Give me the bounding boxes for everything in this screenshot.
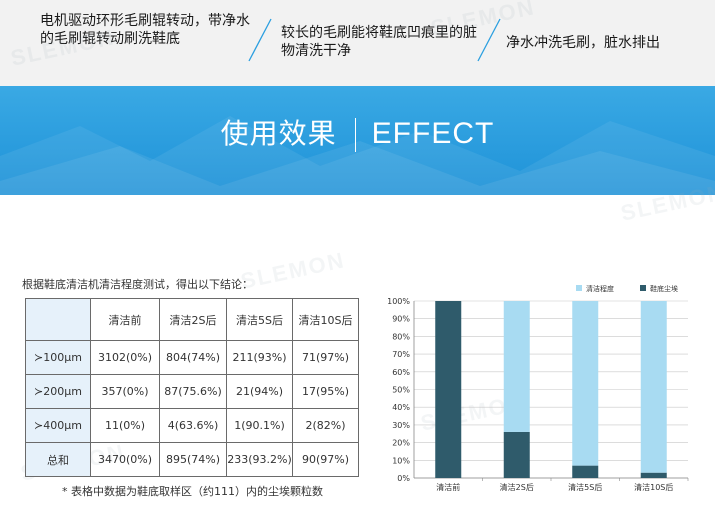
table-footnote: * 表格中数据为鞋底取样区（约111）内的尘埃颗粒数 — [62, 485, 323, 498]
table-corner-cell — [25, 298, 91, 341]
bar-segment — [640, 472, 667, 478]
table-row-label: 总和 — [25, 442, 91, 477]
legend-label: 鞋底尘埃 — [650, 284, 678, 293]
x-tick-label: 清洁2S后 — [500, 482, 534, 492]
x-tick-label: 清洁前 — [436, 482, 460, 492]
table-row-label: ≻400μm — [25, 408, 91, 443]
table-row: ≻100μm 3102(0%) 804(74%) 211(93%) 71(97%… — [25, 340, 359, 375]
feature-long-brush-text: 较长的毛刷能将鞋底凹痕里的脏物清洗干净 — [281, 25, 477, 59]
bar-segment — [503, 431, 530, 478]
table-header-cell: 清洁2S后 — [159, 298, 227, 341]
table-header-row: 清洁前 清洁2S后 清洁5S后 清洁10S后 — [25, 298, 359, 341]
y-tick-label: 0% — [397, 474, 410, 483]
legend-swatch — [640, 285, 646, 291]
x-tick-label: 清洁5S后 — [568, 482, 602, 492]
table-row-label: ≻100μm — [25, 340, 91, 375]
feature-rinse-text: 净水冲洗毛刷，脏水排出 — [506, 35, 660, 51]
table-header-cell: 清洁5S后 — [226, 298, 293, 341]
table-cell: 357(0%) — [90, 374, 160, 409]
table-cell: 4(63.6%) — [159, 408, 227, 443]
table-header-cell: 清洁前 — [90, 298, 160, 341]
y-tick-label: 10% — [392, 456, 410, 465]
intro-text: 根据鞋底清洁机清洁程度测试，得出以下结论： — [22, 278, 253, 291]
y-tick-label: 100% — [387, 297, 410, 306]
table-cell: 11(0%) — [90, 408, 160, 443]
table-cell: 1(90.1%) — [226, 408, 293, 443]
banner-title: 使用效果 EFFECT — [0, 112, 715, 152]
y-tick-label: 30% — [392, 421, 410, 430]
table-cell: 895(74%) — [159, 442, 227, 477]
table-cell: 71(97%) — [292, 340, 359, 375]
bar-segment — [435, 301, 462, 478]
legend-swatch — [576, 285, 582, 291]
divider-slash-icon — [477, 18, 501, 62]
table-row: ≻400μm 11(0%) 4(63.6%) 1(90.1%) 2(82%) — [25, 408, 359, 443]
mountain-background-icon — [0, 116, 715, 195]
bar-segment — [503, 301, 530, 432]
bar-segment — [572, 465, 599, 478]
y-tick-label: 50% — [392, 386, 410, 395]
table-cell: 21(94%) — [226, 374, 293, 409]
legend-label: 清洁程度 — [586, 284, 614, 293]
table-cell: 87(75.6%) — [159, 374, 227, 409]
y-tick-label: 80% — [392, 332, 410, 341]
table-cell: 3470(0%) — [90, 442, 160, 477]
y-tick-label: 40% — [392, 403, 410, 412]
effect-banner: 使用效果 EFFECT — [0, 86, 715, 195]
table-cell: 233(93.2%) — [226, 442, 293, 477]
y-tick-label: 60% — [392, 368, 410, 377]
banner-title-cn: 使用效果 — [220, 117, 337, 150]
table-cell: 804(74%) — [159, 340, 227, 375]
table-cell: 90(97%) — [292, 442, 359, 477]
table-header-cell: 清洁10S后 — [292, 298, 359, 341]
table-row: 总和 3470(0%) 895(74%) 233(93.2%) 90(97%) — [25, 442, 359, 477]
feature-brush-drive-text: 电机驱动环形毛刷辊转动，带净水的毛刷辊转动刷洗鞋底 — [40, 13, 250, 47]
title-divider — [354, 118, 356, 152]
watermark: SLEMON — [238, 247, 348, 294]
y-tick-label: 70% — [392, 350, 410, 359]
table-cell: 17(95%) — [292, 374, 359, 409]
banner-title-en: EFFECT — [371, 117, 495, 150]
divider-slash-icon — [248, 18, 272, 62]
x-tick-label: 清洁10S后 — [634, 482, 673, 492]
table-row-label: ≻200μm — [25, 374, 91, 409]
results-table: 清洁前 清洁2S后 清洁5S后 清洁10S后 ≻100μm 3102(0%) 8… — [25, 298, 359, 477]
table-cell: 3102(0%) — [90, 340, 160, 375]
bar-segment — [572, 301, 599, 466]
table-cell: 2(82%) — [292, 408, 359, 443]
cleaning-chart: 0% 10% 20% 30% 40% 50% 60% 70% 80% 90% 100% 清洁前 清洁2S… — [387, 284, 689, 492]
y-tick-label: 90% — [392, 315, 410, 324]
y-tick-label: 20% — [392, 439, 410, 448]
table-cell: 211(93%) — [226, 340, 293, 375]
bar-segment — [640, 301, 667, 473]
table-row: ≻200μm 357(0%) 87(75.6%) 21(94%) 17(95%) — [25, 374, 359, 409]
feature-strip: 电机驱动环形毛刷辊转动，带净水的毛刷辊转动刷洗鞋底 较长的毛刷能将鞋底凹痕里的脏… — [0, 0, 715, 86]
